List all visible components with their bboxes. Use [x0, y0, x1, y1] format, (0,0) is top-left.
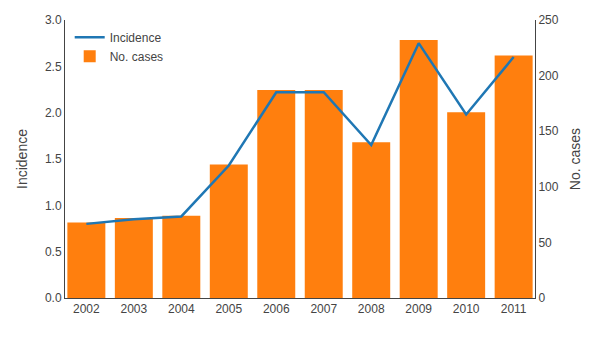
svg-text:2006: 2006 [263, 302, 290, 316]
svg-text:1.5: 1.5 [45, 152, 62, 166]
svg-text:2011: 2011 [501, 302, 527, 316]
svg-text:No. cases: No. cases [567, 128, 583, 190]
svg-text:2.5: 2.5 [45, 60, 62, 74]
svg-text:2003: 2003 [120, 302, 147, 316]
svg-text:2004: 2004 [168, 302, 195, 316]
svg-text:100: 100 [538, 180, 558, 194]
svg-text:1.0: 1.0 [45, 199, 62, 213]
svg-text:Incidence: Incidence [14, 129, 30, 189]
svg-text:0.5: 0.5 [45, 245, 62, 259]
svg-text:Incidence: Incidence [110, 31, 162, 45]
svg-text:No. cases: No. cases [110, 50, 163, 64]
svg-text:200: 200 [538, 69, 558, 83]
svg-text:2007: 2007 [310, 302, 337, 316]
svg-text:2010: 2010 [453, 302, 480, 316]
svg-text:150: 150 [538, 124, 558, 138]
svg-text:3.0: 3.0 [45, 13, 62, 27]
svg-text:0: 0 [538, 291, 545, 305]
svg-text:2005: 2005 [215, 302, 242, 316]
svg-text:2008: 2008 [358, 302, 385, 316]
svg-text:250: 250 [538, 13, 558, 27]
svg-text:2009: 2009 [405, 302, 432, 316]
svg-text:2.0: 2.0 [45, 106, 62, 120]
svg-text:2002: 2002 [73, 302, 100, 316]
svg-text:0.0: 0.0 [45, 291, 62, 305]
svg-text:50: 50 [538, 236, 552, 250]
